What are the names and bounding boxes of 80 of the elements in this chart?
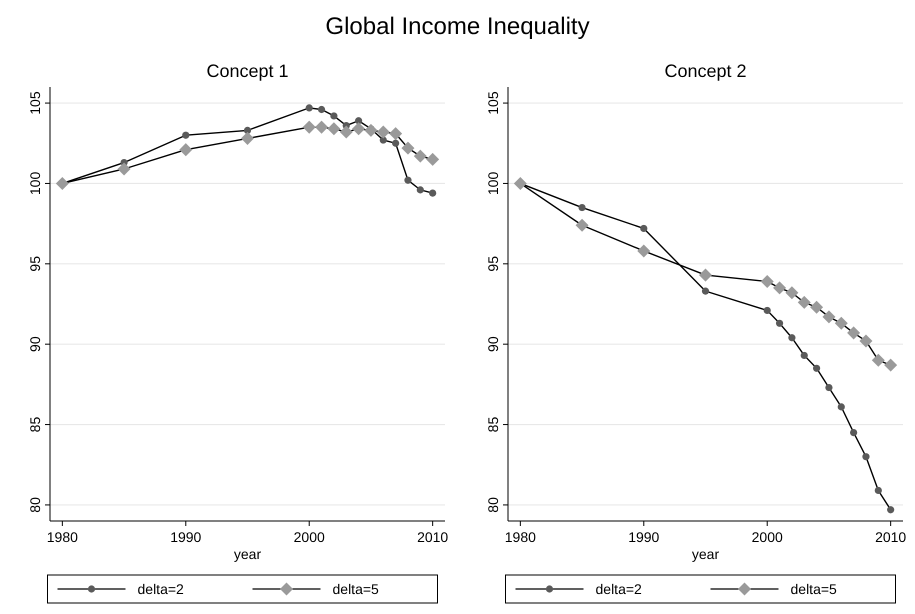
x-tick-label: 2000 <box>294 529 325 545</box>
point <box>785 286 798 300</box>
point <box>315 120 328 134</box>
point <box>640 224 648 232</box>
x-tick-label: 1990 <box>170 529 202 545</box>
point <box>637 244 650 258</box>
point <box>887 506 894 514</box>
chart-title: Concept 1 <box>206 61 289 81</box>
point <box>798 296 811 309</box>
point <box>118 162 131 176</box>
point <box>327 122 340 136</box>
point <box>330 112 338 120</box>
point <box>376 126 390 139</box>
x-tick-label: 2010 <box>417 529 448 545</box>
point <box>318 106 326 114</box>
point <box>800 352 808 360</box>
point <box>416 186 424 194</box>
point <box>874 486 882 494</box>
x-tick-label: 1980 <box>46 529 78 545</box>
point <box>380 136 387 144</box>
point <box>401 142 414 155</box>
point <box>812 364 820 372</box>
point <box>340 126 353 139</box>
y-tick-label: 85 <box>27 416 43 432</box>
y-tick-label: 95 <box>485 256 501 272</box>
point <box>576 218 589 232</box>
legend-label: delta=2 <box>596 581 642 597</box>
point <box>514 176 527 190</box>
point <box>822 310 836 324</box>
x-axis-title: year <box>692 546 720 562</box>
point <box>776 320 784 327</box>
legend-label: delta=5 <box>790 581 838 597</box>
point <box>392 140 400 147</box>
point <box>862 453 870 460</box>
point <box>773 281 786 294</box>
point <box>859 334 872 348</box>
point <box>352 122 366 136</box>
point <box>302 120 316 134</box>
point <box>850 428 858 436</box>
point <box>404 176 412 184</box>
legend-label: delta=2 <box>138 581 184 597</box>
point <box>702 288 710 295</box>
point <box>429 189 436 197</box>
point <box>414 150 427 163</box>
x-tick-label: 2010 <box>875 529 906 545</box>
legend-label: delta=5 <box>332 581 380 597</box>
point <box>698 268 712 282</box>
y-tick-label: 105 <box>485 91 501 115</box>
y-tick-label: 80 <box>485 496 501 513</box>
x-tick-label: 1990 <box>628 529 660 545</box>
y-tick-label: 105 <box>27 91 43 115</box>
point <box>426 152 440 166</box>
point <box>847 326 860 340</box>
x-tick-label: 2000 <box>752 529 783 545</box>
y-tick-label: 90 <box>485 336 501 352</box>
point <box>825 384 833 392</box>
x-tick-label: 1980 <box>504 529 536 545</box>
y-tick-label: 100 <box>27 172 43 196</box>
point <box>760 274 774 288</box>
point <box>810 300 824 314</box>
point <box>364 124 378 137</box>
y-tick-label: 85 <box>485 416 501 432</box>
point <box>56 176 69 190</box>
point <box>764 306 771 314</box>
y-tick-label: 90 <box>27 336 43 352</box>
point <box>834 316 848 330</box>
point <box>389 127 402 140</box>
point <box>354 117 362 124</box>
point <box>182 132 190 139</box>
point <box>578 204 586 212</box>
text: Global Income Inequality <box>325 13 590 40</box>
point <box>838 403 845 410</box>
y-tick-label: 95 <box>27 256 43 272</box>
y-tick-label: 80 <box>27 496 43 513</box>
point <box>306 104 313 112</box>
y-tick-label: 100 <box>485 172 501 196</box>
point <box>872 354 885 367</box>
chart-title: Concept 2 <box>664 61 747 81</box>
x-axis-title: year <box>234 546 262 562</box>
point <box>788 334 796 342</box>
